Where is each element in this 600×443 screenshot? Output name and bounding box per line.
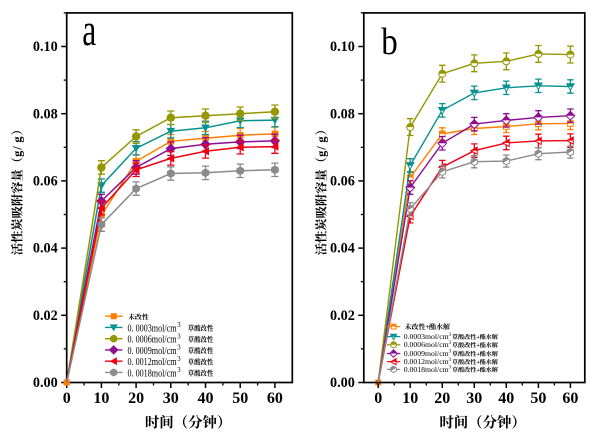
svg-text:0.0009mol/cm: 0.0009mol/cm: [404, 349, 449, 358]
svg-text:20: 20: [128, 390, 144, 407]
svg-text:40: 40: [198, 390, 214, 407]
svg-text:0.0018mol/cm: 0.0018mol/cm: [404, 365, 449, 374]
svg-text:g: g: [11, 136, 25, 143]
svg-text:20: 20: [434, 390, 450, 407]
svg-text:3: 3: [177, 367, 181, 374]
svg-text:30: 30: [163, 390, 179, 407]
svg-text:+: +: [426, 323, 430, 331]
svg-text:0. 0012mol/cm: 0. 0012mol/cm: [128, 356, 177, 368]
svg-text:0: 0: [63, 390, 71, 407]
svg-text:0.10: 0.10: [33, 39, 58, 55]
svg-text:g: g: [11, 150, 25, 157]
svg-text:3: 3: [177, 322, 181, 329]
svg-text:3: 3: [449, 349, 452, 355]
svg-text:/: /: [315, 146, 329, 151]
svg-text:0.04: 0.04: [33, 241, 58, 257]
svg-text:10: 10: [93, 390, 109, 407]
svg-text:50: 50: [232, 390, 248, 407]
svg-text:3: 3: [449, 357, 452, 363]
svg-text:0. 0003mol/cm: 0. 0003mol/cm: [128, 322, 177, 334]
svg-text:+: +: [476, 351, 480, 358]
svg-text:3: 3: [177, 345, 181, 352]
svg-text:0.0006mol/cm: 0.0006mol/cm: [404, 340, 449, 349]
svg-text:0.00: 0.00: [330, 375, 355, 391]
svg-text:3: 3: [449, 332, 452, 338]
svg-text:0.02: 0.02: [33, 308, 58, 324]
svg-text:0.06: 0.06: [33, 174, 58, 190]
svg-text:0. 0006mol/cm: 0. 0006mol/cm: [128, 334, 177, 346]
svg-text:b: b: [381, 21, 398, 63]
svg-text:g: g: [315, 150, 329, 157]
svg-text:0.08: 0.08: [33, 106, 58, 122]
svg-text:0. 0018mol/cm: 0. 0018mol/cm: [128, 367, 177, 379]
svg-text:3: 3: [449, 365, 452, 371]
svg-text:0. 0009mol/cm: 0. 0009mol/cm: [128, 345, 177, 357]
svg-text:40: 40: [498, 390, 514, 407]
svg-text:+: +: [476, 334, 480, 341]
svg-text:0.02: 0.02: [330, 308, 355, 324]
svg-text:/: /: [11, 146, 25, 151]
svg-text:+: +: [476, 359, 480, 366]
svg-text:0: 0: [374, 390, 382, 407]
svg-text:0.10: 0.10: [330, 39, 355, 55]
svg-text:0.08: 0.08: [330, 106, 355, 122]
svg-text:+: +: [476, 342, 480, 349]
svg-text:0.0012mol/cm: 0.0012mol/cm: [404, 357, 449, 366]
svg-text:60: 60: [562, 390, 578, 407]
svg-text:0.00: 0.00: [33, 375, 58, 391]
svg-text:0.0003mol/cm: 0.0003mol/cm: [404, 332, 449, 341]
svg-text:3: 3: [177, 356, 181, 363]
svg-text:0.06: 0.06: [330, 174, 355, 190]
svg-text:g: g: [315, 136, 329, 143]
svg-text:30: 30: [466, 390, 482, 407]
svg-text:3: 3: [177, 333, 181, 340]
svg-text:10: 10: [402, 390, 418, 407]
svg-text:a: a: [82, 5, 96, 55]
svg-text:50: 50: [530, 390, 546, 407]
svg-text:3: 3: [449, 340, 452, 346]
svg-text:60: 60: [267, 390, 283, 407]
svg-text:+: +: [476, 367, 480, 374]
svg-text:0.04: 0.04: [330, 241, 355, 257]
